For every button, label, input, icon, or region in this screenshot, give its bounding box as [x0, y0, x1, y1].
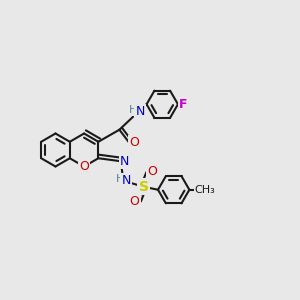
Text: N: N: [120, 155, 129, 168]
Text: H: H: [129, 105, 137, 115]
Text: O: O: [148, 165, 158, 178]
Text: F: F: [179, 98, 188, 111]
Text: O: O: [130, 195, 140, 208]
Text: H: H: [116, 174, 124, 184]
Text: S: S: [139, 180, 149, 194]
Text: N: N: [136, 105, 145, 118]
Text: O: O: [79, 160, 89, 173]
Text: O: O: [129, 136, 139, 149]
Text: CH₃: CH₃: [195, 185, 216, 195]
Text: N: N: [122, 174, 131, 187]
